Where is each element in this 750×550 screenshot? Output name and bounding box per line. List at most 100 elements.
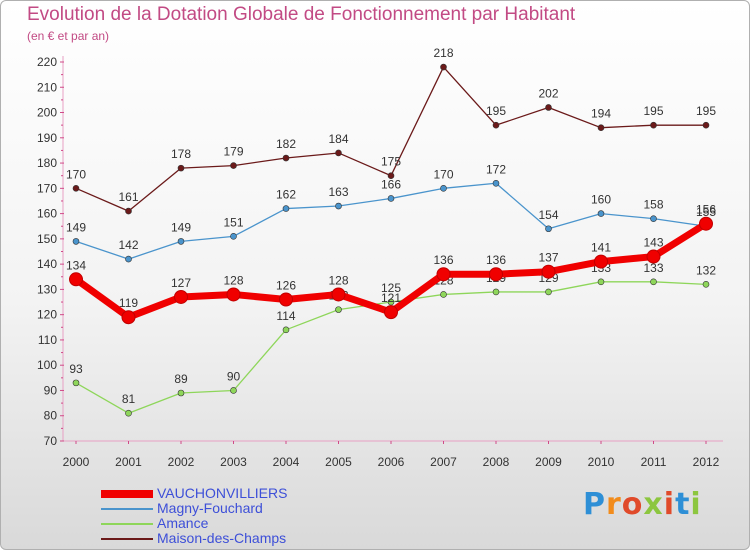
data-point — [597, 210, 605, 217]
x-tick-label: 2008 — [483, 455, 510, 469]
data-point — [387, 298, 395, 306]
data-point — [282, 326, 290, 334]
logo-letter: x — [643, 487, 664, 522]
legend-swatch — [101, 489, 153, 498]
data-label: 218 — [433, 46, 453, 60]
chart-title: Evolution de la Dotation Globale de Fonc… — [27, 4, 576, 25]
data-label: 178 — [171, 147, 191, 161]
data-label: 136 — [433, 253, 453, 267]
data-point — [384, 305, 398, 320]
data-label: 194 — [591, 107, 611, 121]
data-point — [387, 195, 395, 202]
data-point — [177, 389, 185, 397]
data-point — [646, 249, 661, 264]
logo-letter: i — [690, 487, 702, 522]
data-label: 149 — [66, 220, 86, 234]
data-point — [650, 215, 657, 222]
data-point — [545, 104, 552, 111]
x-tick-label: 2006 — [378, 455, 405, 469]
data-point — [226, 287, 241, 302]
x-tick-label: 2007 — [430, 455, 457, 469]
data-point — [492, 179, 500, 187]
data-point — [177, 238, 185, 245]
y-tick-label: 190 — [37, 131, 57, 145]
data-point — [72, 379, 80, 387]
data-point — [436, 267, 451, 282]
data-label: 90 — [227, 369, 241, 383]
data-point — [699, 216, 713, 231]
data-label: 156 — [696, 203, 716, 217]
data-label: 195 — [643, 104, 663, 118]
data-point — [125, 207, 132, 215]
data-label: 160 — [591, 193, 611, 207]
data-point — [702, 281, 710, 288]
data-label: 195 — [486, 104, 506, 118]
data-point — [335, 306, 342, 313]
logo-letter: o — [621, 487, 644, 522]
y-tick-label: 100 — [37, 358, 57, 372]
data-label: 128 — [328, 273, 348, 287]
data-point — [597, 278, 605, 286]
data-point — [230, 233, 237, 240]
data-label: 81 — [122, 392, 136, 406]
data-point — [489, 267, 503, 282]
data-label: 151 — [223, 215, 243, 229]
data-label: 89 — [174, 372, 188, 386]
data-label: 202 — [538, 86, 558, 100]
data-point — [331, 287, 346, 302]
y-tick-label: 180 — [37, 156, 57, 170]
data-label: 133 — [643, 261, 663, 275]
data-label: 163 — [328, 185, 348, 199]
data-label: 158 — [643, 198, 663, 212]
data-label: 114 — [276, 309, 295, 323]
data-label: 155 — [696, 205, 716, 219]
data-label: 195 — [696, 104, 716, 118]
data-label: 166 — [381, 177, 401, 191]
y-tick-label: 140 — [37, 257, 57, 271]
y-tick-label: 160 — [37, 207, 57, 221]
data-point — [650, 278, 657, 286]
y-tick-label: 150 — [37, 232, 57, 246]
data-point — [230, 162, 237, 169]
data-label: 172 — [486, 162, 506, 176]
data-point — [72, 185, 80, 192]
data-label: 175 — [381, 155, 401, 169]
y-tick-label: 90 — [44, 383, 58, 397]
data-label: 119 — [119, 296, 138, 310]
logo-letter: P — [583, 487, 606, 522]
x-tick-label: 2000 — [63, 455, 90, 469]
data-point — [545, 225, 552, 233]
data-point — [440, 291, 447, 298]
data-label: 126 — [276, 279, 296, 293]
data-label: 141 — [591, 241, 611, 255]
data-point — [545, 288, 552, 296]
data-point — [541, 264, 556, 279]
data-point — [594, 254, 608, 269]
data-label: 125 — [381, 281, 401, 295]
data-label: 93 — [69, 362, 83, 376]
data-label: 143 — [643, 236, 663, 250]
x-tick-label: 2010 — [588, 455, 615, 469]
data-point — [279, 292, 293, 307]
data-label: 162 — [276, 188, 296, 202]
data-label: 128 — [223, 273, 243, 287]
data-point — [387, 172, 395, 179]
data-point — [440, 63, 447, 71]
data-label: 184 — [328, 132, 348, 146]
x-tick-label: 2012 — [693, 455, 720, 469]
data-point — [440, 185, 447, 192]
series-maison-des-champs: 170 161 178 179 182 184 175 218 195 202 194 195 195 — [66, 46, 716, 215]
y-tick-label: 220 — [37, 55, 57, 69]
data-point — [230, 387, 237, 394]
legend-label: Magny-Fouchard — [157, 500, 263, 516]
data-label: 121 — [381, 291, 401, 305]
x-tick-label: 2002 — [168, 455, 195, 469]
data-point — [282, 154, 290, 162]
data-point — [121, 310, 136, 325]
x-tick-label: 2004 — [273, 455, 300, 469]
data-point — [174, 289, 188, 304]
series-vauchonvilliers: 134 119 127 128 126 128 121 136 136 137 141 143 156 — [66, 203, 716, 325]
logo-letter: t — [675, 487, 691, 522]
x-tick-label: 2011 — [641, 455, 667, 469]
